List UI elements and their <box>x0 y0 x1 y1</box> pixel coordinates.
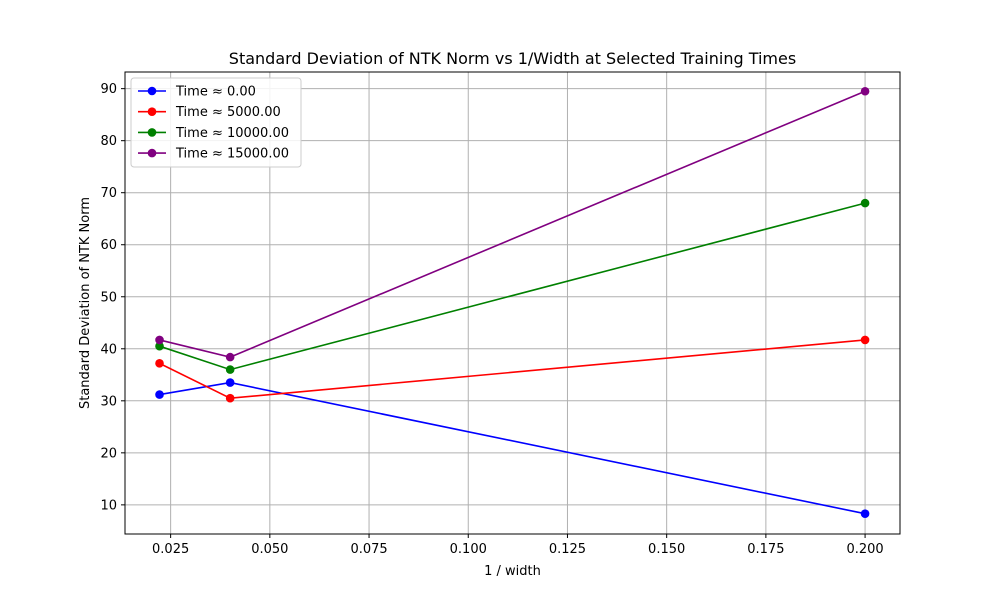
legend-swatch-marker <box>147 86 157 96</box>
x-tick-label: 0.050 <box>251 542 288 557</box>
axis-ticks: 0.025 0.050 0.075 0.100 0.125 0.150 0.175 0.200… <box>100 82 883 557</box>
legend-swatch-marker <box>147 148 157 158</box>
data-point <box>155 359 164 368</box>
data-point <box>860 86 870 96</box>
data-point <box>155 335 164 345</box>
y-tick-label: 30 <box>100 394 117 409</box>
y-tick-label: 50 <box>100 290 117 305</box>
x-tick-label: 0.100 <box>450 542 487 557</box>
data-point <box>860 509 870 519</box>
series-2 <box>155 198 870 374</box>
legend-label: Time ≈ 10000.00 <box>175 126 289 141</box>
data-point <box>155 390 164 399</box>
grid <box>125 72 900 534</box>
y-tick-label: 40 <box>100 342 117 357</box>
x-tick-label: 0.125 <box>549 542 586 557</box>
legend-label: Time ≈ 0.00 <box>175 85 256 100</box>
chart-title: Standard Deviation of NTK Norm vs 1/Widt… <box>229 49 796 68</box>
data-point <box>225 352 235 362</box>
y-tick-label: 80 <box>100 134 117 149</box>
y-tick-label: 10 <box>100 498 117 513</box>
y-tick-label: 70 <box>100 186 117 201</box>
x-tick-label: 0.025 <box>152 542 189 557</box>
legend-swatch-marker <box>147 107 157 116</box>
legend-label: Time ≈ 15000.00 <box>175 147 289 162</box>
series-0 <box>155 378 870 519</box>
data-point <box>860 335 870 345</box>
series-1 <box>155 335 870 403</box>
data-point <box>155 341 164 351</box>
legend: Time ≈ 0.00 Time ≈ 5000.00 Time ≈ 10000.00… <box>130 77 302 168</box>
y-axis-label: Standard Deviation of NTK Norm <box>78 197 93 409</box>
data-point <box>225 365 235 374</box>
y-tick-label: 90 <box>100 82 117 97</box>
data-point <box>225 378 235 387</box>
x-tick-label: 0.075 <box>350 542 387 557</box>
data-point <box>225 393 235 403</box>
series-line <box>159 381 866 515</box>
plot-frame <box>124 71 901 535</box>
x-tick-label: 0.150 <box>648 542 685 557</box>
legend-swatch-marker <box>147 128 157 137</box>
y-tick-label: 20 <box>100 446 117 461</box>
series-line <box>159 202 866 371</box>
x-axis-label: 1 / width <box>484 564 541 579</box>
series-group <box>155 86 870 519</box>
series-3 <box>155 86 870 362</box>
y-tick-label: 60 <box>100 238 117 253</box>
x-tick-label: 0.175 <box>747 542 784 557</box>
x-tick-label: 0.200 <box>846 542 883 557</box>
legend-label: Time ≈ 5000.00 <box>175 105 281 120</box>
data-point <box>860 198 870 208</box>
legend-box <box>130 77 302 168</box>
